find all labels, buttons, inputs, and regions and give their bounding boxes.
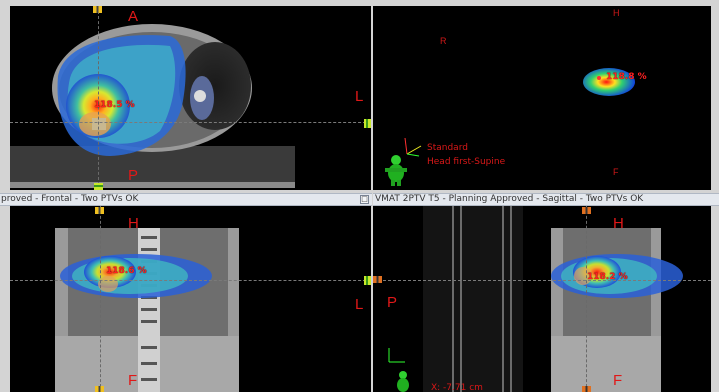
transverse-crosshair-horizontal	[10, 122, 371, 123]
orientation-axes-icon	[404, 137, 422, 157]
patient-orientation-label: Standard	[427, 143, 468, 153]
frontal-side-marker[interactable]	[364, 276, 371, 285]
orientation-label-anterior: A	[128, 8, 139, 25]
model-3d-dose-render	[583, 68, 635, 96]
model-orientation-foot: F	[613, 167, 619, 177]
sagittal-orientation-foot: F	[613, 372, 623, 389]
sagittal-orientation-head: H	[613, 215, 624, 232]
frontal-dose-max-label: 118.6 %	[106, 266, 147, 276]
transverse-side-marker[interactable]	[364, 119, 371, 128]
model-orientation-right: R	[440, 36, 447, 46]
frontal-viewport[interactable]: H F L 118.6 %	[10, 206, 371, 392]
sagittal-view-title: VMAT 2PTV T5 - Planning Approved - Sagit…	[375, 194, 644, 204]
transverse-dose-max-label: 118.5 %	[94, 100, 135, 110]
frontal-bottom-marker[interactable]	[95, 386, 104, 392]
patient-figure-icon	[385, 155, 407, 186]
sagittal-ct-image	[423, 206, 683, 392]
transverse-bottom-marker[interactable]	[94, 183, 103, 190]
frontal-view-titlebar: proved - Frontal - Two PTVs OK □	[0, 193, 372, 206]
frontal-top-marker[interactable]	[95, 207, 104, 214]
frontal-orientation-left: L	[355, 296, 364, 313]
transverse-ct-image	[10, 24, 295, 188]
sagittal-dose-max-label: 118.2 %	[587, 272, 628, 282]
sagittal-patient-figure-icon	[397, 371, 409, 392]
model-viewport[interactable]: H R F 118.8 % Standard Head first-Supine	[373, 6, 711, 190]
frontal-crosshair-vertical	[100, 206, 101, 392]
restore-window-icon[interactable]: □	[360, 195, 369, 204]
sagittal-viewport[interactable]: H F P 118.2 % X: -7.71 cm	[373, 206, 711, 392]
model-dose-max-label: 118.8 %	[606, 72, 647, 82]
sagittal-top-marker[interactable]	[582, 207, 591, 214]
sagittal-crosshair-vertical	[586, 206, 587, 392]
orientation-label-left: L	[355, 88, 364, 105]
frontal-view-title: proved - Frontal - Two PTVs OK	[1, 194, 139, 204]
frontal-orientation-foot: F	[128, 372, 138, 389]
model-orientation-head: H	[613, 8, 620, 18]
coordinate-readout: X: -7.71 cm	[431, 383, 483, 392]
sagittal-crosshair-horizontal	[373, 280, 711, 281]
patient-position-label: Head first-Supine	[427, 157, 506, 167]
orientation-label-posterior: P	[128, 167, 139, 184]
transverse-crosshair-vertical	[98, 6, 99, 190]
frontal-ct-image	[55, 228, 239, 392]
transverse-viewport[interactable]: A P L 118.5 %	[10, 6, 371, 190]
sagittal-view-titlebar: VMAT 2PTV T5 - Planning Approved - Sagit…	[373, 193, 719, 206]
sagittal-side-marker[interactable]	[373, 276, 382, 283]
sagittal-axes-icon	[388, 348, 405, 363]
frontal-orientation-head: H	[128, 215, 139, 232]
transverse-top-marker[interactable]	[93, 6, 102, 13]
sagittal-bottom-marker[interactable]	[582, 386, 591, 392]
sagittal-orientation-posterior: P	[387, 294, 398, 311]
frontal-crosshair-horizontal	[10, 280, 371, 281]
